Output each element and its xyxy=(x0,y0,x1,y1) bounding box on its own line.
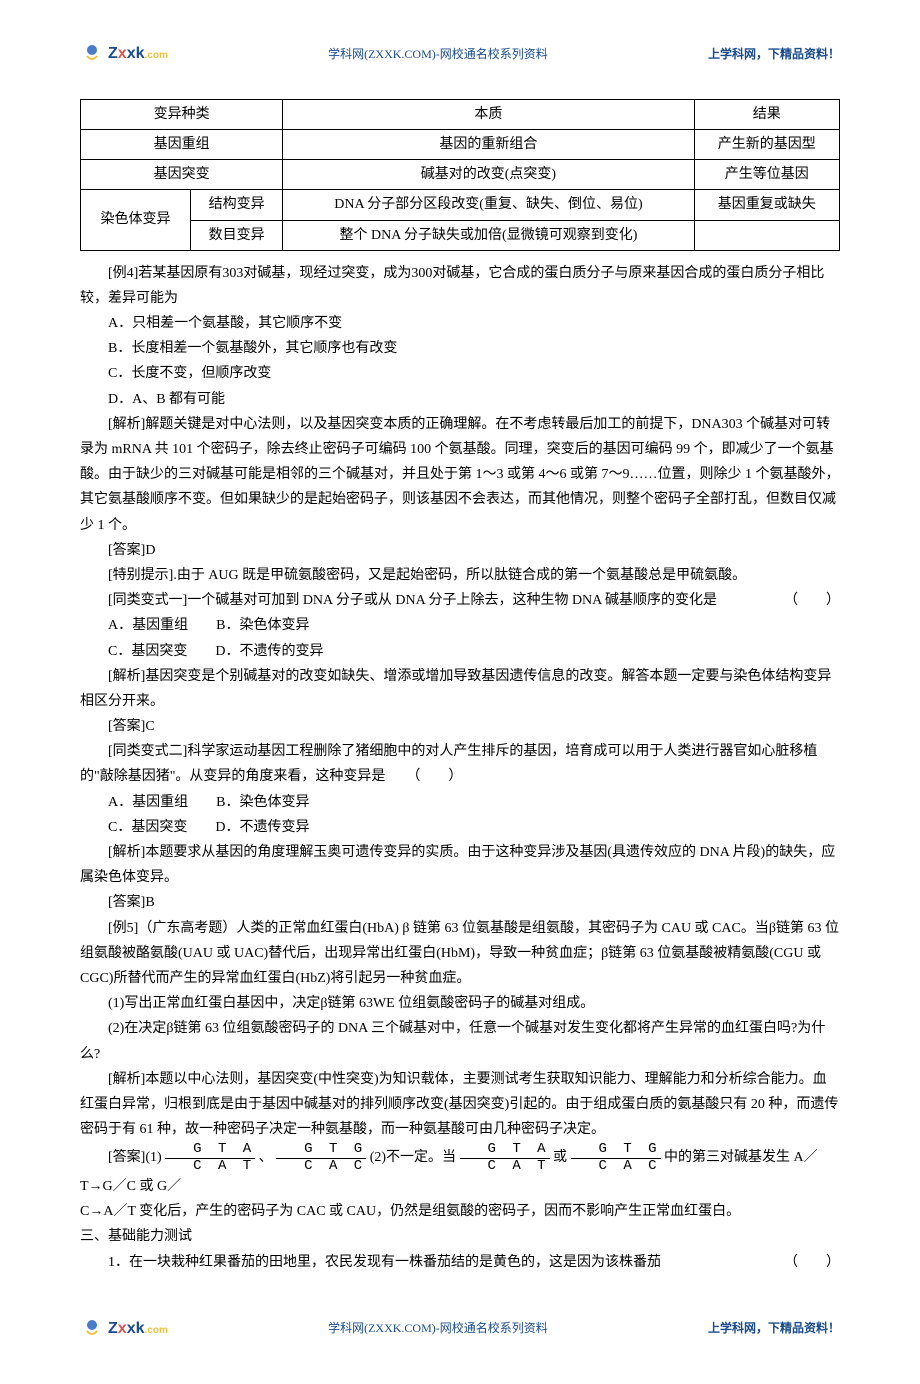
var1-answer: [答案]C xyxy=(80,714,840,739)
page-header: Zxxk.com 学科网(ZXXK.COM)-网校通名校系列资料 上学科网，下精… xyxy=(80,40,840,69)
ex4-opt-b: B．长度相差一个氨基酸外，其它顺序也有改变 xyxy=(80,336,840,361)
cell: 基因重复或缺失 xyxy=(694,190,839,220)
logo-text: Zxxk.com xyxy=(108,1315,168,1344)
fraction-2: G T GC A C xyxy=(276,1142,366,1174)
logo-icon xyxy=(80,1317,104,1341)
ex5-stem: [例5]（广东高考题）人类的正常血红蛋白(HbA) β 链第 63 位氨基酸是组… xyxy=(80,916,840,992)
page-footer: Zxxk.com 学科网(ZXXK.COM)-网校通名校系列资料 上学科网，下精… xyxy=(80,1315,840,1344)
footer-center: 学科网(ZXXK.COM)-网校通名校系列资料 xyxy=(328,1318,548,1340)
cell: 碱基对的改变(点突变) xyxy=(283,160,694,190)
section-3: 三、基础能力测试 xyxy=(80,1224,840,1249)
q1: 1．在一块栽种红果番茄的田地里，农民发现有一株番茄结的是黄色的，这是因为该株番茄… xyxy=(80,1250,840,1275)
cell: 数目变异 xyxy=(190,220,282,250)
th-result: 结果 xyxy=(694,99,839,129)
variation-table: 变异种类 本质 结果 基因重组 基因的重新组合 产生新的基因型 基因突变 碱基对… xyxy=(80,99,840,251)
logo: Zxxk.com xyxy=(80,40,168,69)
fraction-3: G T AC A T xyxy=(460,1142,550,1174)
var1-analysis: [解析]基因突变是个别碱基对的改变如缺失、增添或增加导致基因遗传信息的改变。解答… xyxy=(80,664,840,714)
cell: 染色体变异 xyxy=(81,190,191,250)
footer-right: 上学科网，下精品资料！ xyxy=(708,1318,840,1340)
cell xyxy=(694,220,839,250)
ex4-stem: [例4]若某基因原有303对碱基，现经过突变，成为300对碱基，它合成的蛋白质分… xyxy=(80,261,840,311)
fraction-1: G T AC A T xyxy=(165,1142,255,1174)
cell: DNA 分子部分区段改变(重复、缺失、倒位、易位) xyxy=(283,190,694,220)
cell: 产生新的基因型 xyxy=(694,129,839,159)
cell: 整个 DNA 分子缺失或加倍(显微镜可观察到变化) xyxy=(283,220,694,250)
header-right: 上学科网，下精品资料！ xyxy=(708,44,840,66)
var2-answer: [答案]B xyxy=(80,890,840,915)
ex4-analysis: [解析]解题关键是对中心法则，以及基因突变本质的正确理解。在不考虑转最后加工的前… xyxy=(80,412,840,538)
cell: 结构变异 xyxy=(190,190,282,220)
header-center: 学科网(ZXXK.COM)-网校通名校系列资料 xyxy=(328,44,548,66)
var2-opts-cd: C．基因突变 D．不遗传变异 xyxy=(80,815,840,840)
var2-analysis: [解析]本题要求从基因的角度理解玉奥可遗传变异的实质。由于这种变异涉及基因(具遗… xyxy=(80,840,840,890)
var1-opts-cd: C．基因突变 D．不遗传的变异 xyxy=(80,639,840,664)
ex4-opt-a: A．只相差一个氨基酸，其它顺序不变 xyxy=(80,311,840,336)
paren: （ ） xyxy=(756,588,840,613)
fraction-4: G T GC A C xyxy=(571,1142,661,1174)
logo-text: Zxxk.com xyxy=(108,40,168,69)
var2-stem: [同类变式二]科学家运动基因工程删除了猪细胞中的对人产生排斥的基因，培育成可以用… xyxy=(80,739,840,789)
var1-stem: [同类变式一]一个碱基对可加到 DNA 分子或从 DNA 分子上除去，这种生物 … xyxy=(80,588,840,613)
ex4-answer: [答案]D xyxy=(80,538,840,563)
ex4-opt-c: C．长度不变，但顺序改变 xyxy=(80,361,840,386)
logo-icon xyxy=(80,42,104,66)
th-essence: 本质 xyxy=(283,99,694,129)
th-type: 变异种类 xyxy=(81,99,283,129)
paren: （ ） xyxy=(756,1250,840,1275)
ex5-answer: [答案](1) G T AC A T 、 G T GC A C (2)不一定。当… xyxy=(80,1142,840,1199)
cell: 基因的重新组合 xyxy=(283,129,694,159)
var2-opts-ab: A．基因重组 B．染色体变异 xyxy=(80,790,840,815)
ex4-opt-d: D．A、B 都有可能 xyxy=(80,387,840,412)
ex5-q2: (2)在决定β链第 63 位组氨酸密码子的 DNA 三个碱基对中，任意一个碱基对… xyxy=(80,1016,840,1066)
ex5-analysis: [解析]本题以中心法则，基因突变(中性突变)为知识载体，主要测试考生获取知识能力… xyxy=(80,1067,840,1143)
cell: 基因重组 xyxy=(81,129,283,159)
logo: Zxxk.com xyxy=(80,1315,168,1344)
var1-opts-ab: A．基因重组 B．染色体变异 xyxy=(80,613,840,638)
content: [例4]若某基因原有303对碱基，现经过突变，成为300对碱基，它合成的蛋白质分… xyxy=(80,261,840,1275)
cell: 产生等位基因 xyxy=(694,160,839,190)
ex4-hint: [特别提示].由于 AUG 既是甲硫氨酸密码，又是起始密码，所以肽链合成的第一个… xyxy=(80,563,840,588)
cell: 基因突变 xyxy=(81,160,283,190)
ex5-answer-cont: C→A／T 变化后，产生的密码子为 CAC 或 CAU，仍然是组氨酸的密码子，因… xyxy=(80,1199,840,1224)
ex5-q1: (1)写出正常血红蛋白基因中，决定β链第 63WE 位组氨酸密码子的碱基对组成。 xyxy=(80,991,840,1016)
